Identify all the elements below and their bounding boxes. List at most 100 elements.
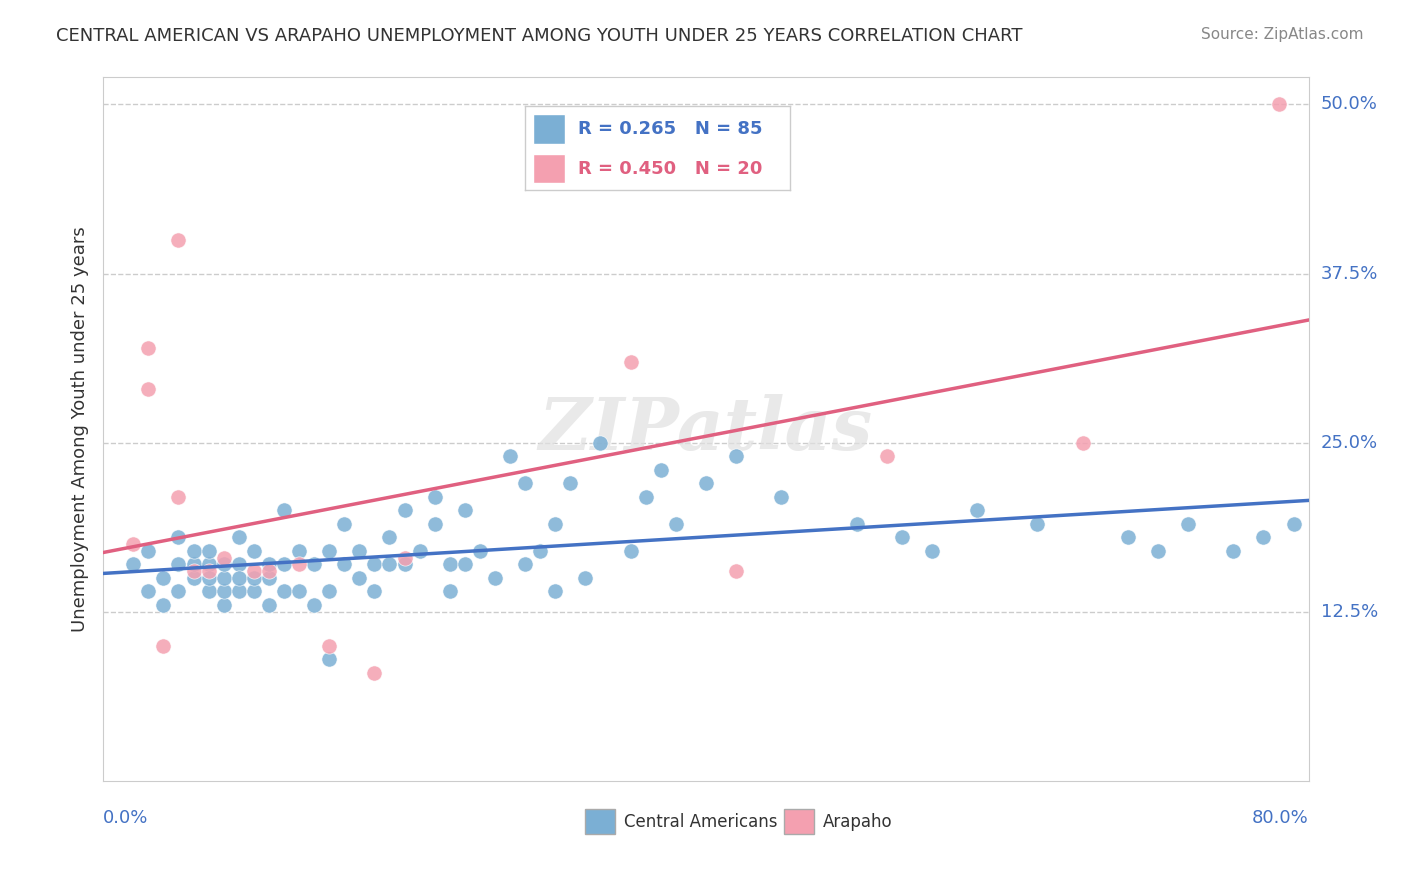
- Point: [288, 584, 311, 599]
- Point: [484, 571, 506, 585]
- Text: 80.0%: 80.0%: [1251, 809, 1309, 827]
- Point: [1177, 516, 1199, 531]
- Point: [349, 544, 371, 558]
- Point: [845, 516, 868, 531]
- Point: [228, 558, 250, 572]
- Point: [273, 584, 295, 599]
- Point: [770, 490, 793, 504]
- Point: [544, 584, 567, 599]
- Point: [228, 584, 250, 599]
- Point: [454, 558, 477, 572]
- Text: 12.5%: 12.5%: [1320, 603, 1378, 621]
- Point: [167, 530, 190, 544]
- Point: [499, 449, 522, 463]
- Point: [333, 558, 356, 572]
- Point: [966, 503, 988, 517]
- Point: [378, 530, 401, 544]
- Point: [183, 571, 205, 585]
- Point: [378, 558, 401, 572]
- Point: [589, 435, 612, 450]
- Point: [138, 584, 160, 599]
- Text: Central Americans: Central Americans: [624, 813, 778, 830]
- Point: [634, 490, 657, 504]
- Point: [167, 584, 190, 599]
- Point: [197, 558, 219, 572]
- Point: [724, 564, 747, 578]
- Point: [318, 652, 340, 666]
- Point: [183, 564, 205, 578]
- Point: [197, 564, 219, 578]
- Text: 0.0%: 0.0%: [103, 809, 149, 827]
- Point: [212, 558, 235, 572]
- Point: [468, 544, 491, 558]
- Point: [394, 503, 416, 517]
- Point: [1222, 544, 1244, 558]
- Text: ZIPatlas: ZIPatlas: [538, 393, 873, 465]
- Text: 25.0%: 25.0%: [1320, 434, 1378, 451]
- Point: [122, 537, 145, 551]
- Point: [529, 544, 551, 558]
- Point: [152, 571, 174, 585]
- Point: [288, 544, 311, 558]
- Point: [318, 544, 340, 558]
- Point: [695, 476, 717, 491]
- Point: [665, 516, 688, 531]
- Point: [273, 503, 295, 517]
- Point: [212, 571, 235, 585]
- Point: [183, 558, 205, 572]
- Point: [890, 530, 912, 544]
- Point: [212, 584, 235, 599]
- Text: Arapaho: Arapaho: [823, 813, 893, 830]
- Point: [513, 558, 536, 572]
- Point: [619, 354, 641, 368]
- Point: [574, 571, 596, 585]
- Point: [619, 544, 641, 558]
- Point: [212, 550, 235, 565]
- Point: [650, 463, 672, 477]
- Point: [228, 571, 250, 585]
- Point: [318, 639, 340, 653]
- Point: [243, 571, 266, 585]
- Point: [122, 558, 145, 572]
- Point: [183, 544, 205, 558]
- Point: [439, 558, 461, 572]
- Point: [257, 598, 280, 612]
- Text: 50.0%: 50.0%: [1320, 95, 1378, 113]
- Point: [152, 598, 174, 612]
- Point: [349, 571, 371, 585]
- Point: [167, 558, 190, 572]
- Point: [243, 584, 266, 599]
- Point: [363, 665, 385, 680]
- Y-axis label: Unemployment Among Youth under 25 years: Unemployment Among Youth under 25 years: [72, 227, 89, 632]
- Text: CENTRAL AMERICAN VS ARAPAHO UNEMPLOYMENT AMONG YOUTH UNDER 25 YEARS CORRELATION : CENTRAL AMERICAN VS ARAPAHO UNEMPLOYMENT…: [56, 27, 1022, 45]
- Point: [1071, 435, 1094, 450]
- Point: [1116, 530, 1139, 544]
- Point: [408, 544, 430, 558]
- Point: [138, 544, 160, 558]
- Point: [197, 544, 219, 558]
- Point: [302, 558, 325, 572]
- Point: [560, 476, 582, 491]
- Point: [394, 558, 416, 572]
- Point: [544, 516, 567, 531]
- Point: [228, 530, 250, 544]
- Point: [318, 584, 340, 599]
- Point: [197, 584, 219, 599]
- Point: [212, 598, 235, 612]
- Point: [921, 544, 943, 558]
- Point: [1026, 516, 1049, 531]
- Point: [439, 584, 461, 599]
- Point: [1282, 516, 1305, 531]
- Point: [197, 571, 219, 585]
- Point: [257, 571, 280, 585]
- Point: [423, 490, 446, 504]
- Point: [1147, 544, 1170, 558]
- Point: [243, 564, 266, 578]
- Point: [454, 503, 477, 517]
- Point: [257, 564, 280, 578]
- Point: [138, 341, 160, 355]
- Point: [167, 233, 190, 247]
- Text: Source: ZipAtlas.com: Source: ZipAtlas.com: [1201, 27, 1364, 42]
- Point: [423, 516, 446, 531]
- Point: [394, 550, 416, 565]
